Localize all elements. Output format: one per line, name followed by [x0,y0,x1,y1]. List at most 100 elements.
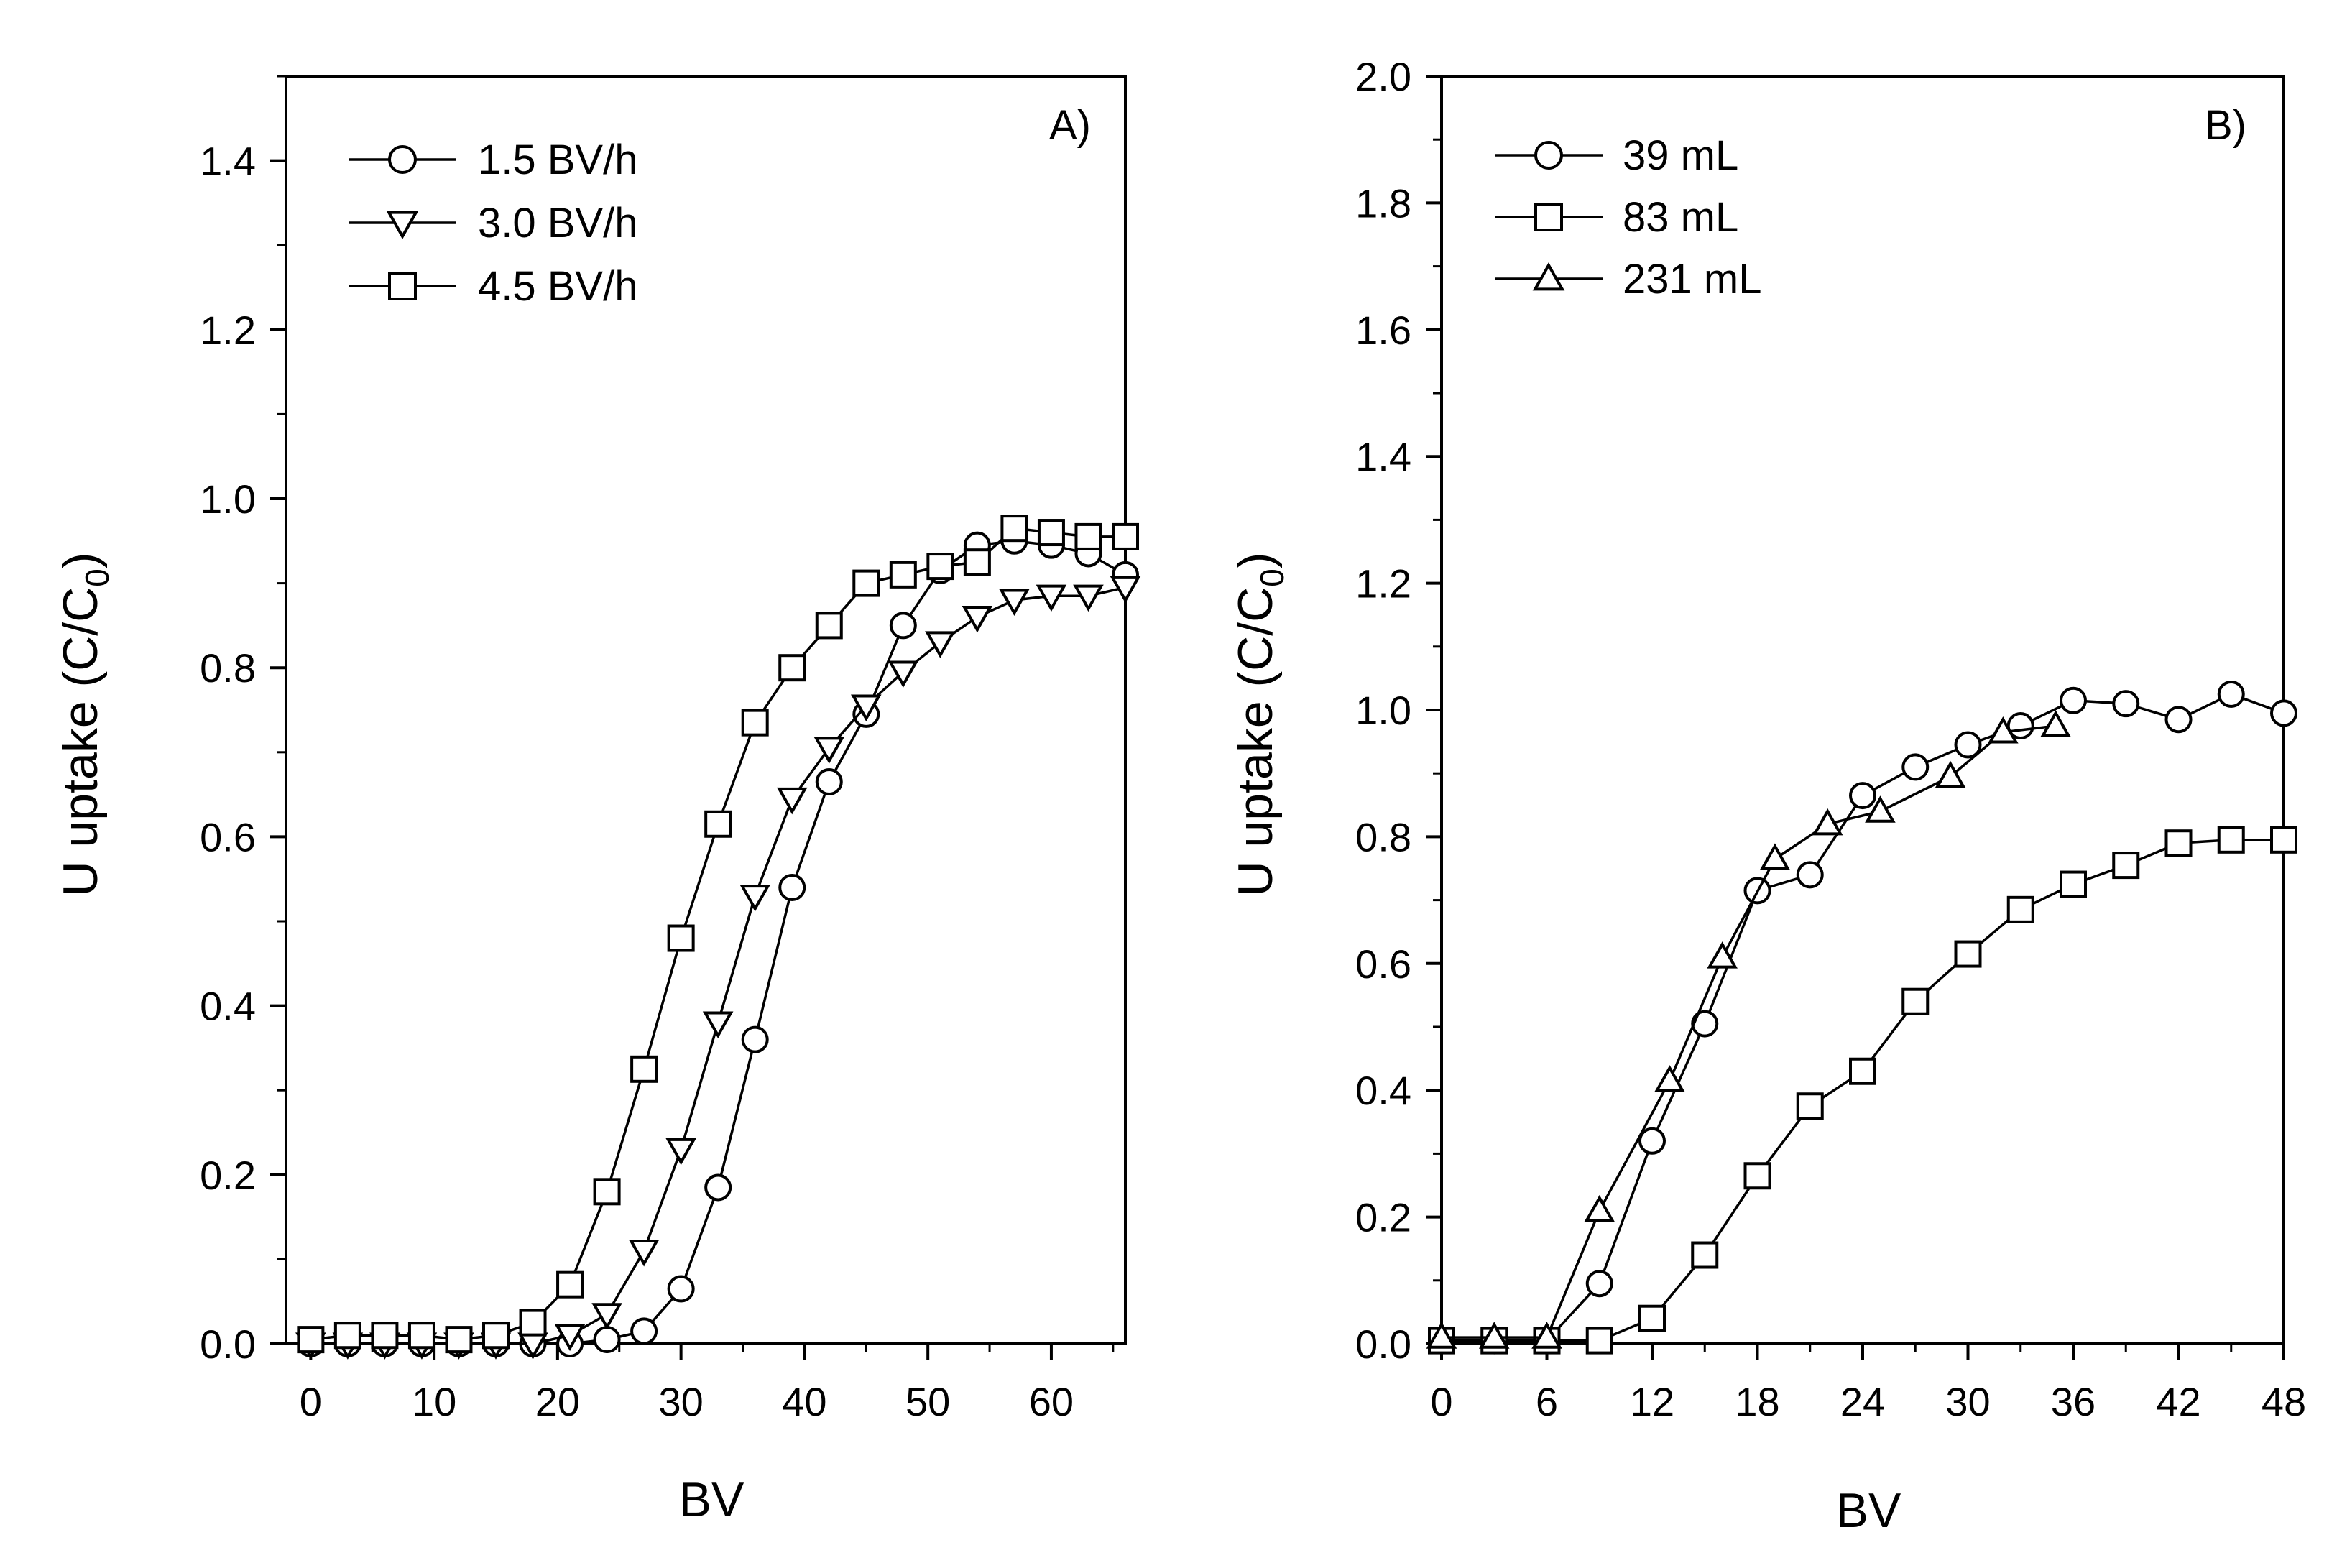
data-point [704,810,732,838]
legend-entry: 39 mL [1495,132,1738,179]
data-point [333,1322,361,1350]
legend-marker [1534,203,1563,231]
data-point [407,1322,435,1350]
data-point [1638,1127,1666,1155]
x-axis-title: BV [1836,1483,1901,1538]
data-point [1901,987,1930,1015]
data-point [482,1322,510,1350]
data-point [2270,826,2297,854]
y-tick-label: 1.8 [1355,180,1411,226]
x-tick-label: 50 [905,1379,950,1424]
data-point [1110,576,1141,604]
data-point [2060,686,2087,714]
data-point [2060,870,2087,898]
x-tick-label: 30 [658,1379,703,1424]
data-point [1691,1241,1719,1269]
x-tick-label: 20 [535,1379,580,1424]
x-tick-label: 12 [1630,1379,1674,1424]
data-point [1073,584,1104,612]
legend-label: 83 mL [1623,194,1738,241]
y-tick-label: 1.2 [1355,561,1411,607]
y-axis-title-subscript: 0 [1253,568,1291,587]
data-point [925,631,956,658]
y-tick-label: 1.0 [1355,688,1411,733]
legend-entry: 3.0 BV/h [349,200,637,246]
data-point [852,569,880,597]
data-point [2164,829,2193,857]
series-square-b [1428,826,2297,1355]
data-point [1707,941,1738,969]
data-point [667,1275,695,1303]
y-tick-label: 1.6 [1355,308,1411,353]
data-point [1037,519,1065,547]
data-point [1036,584,1067,612]
x-tick-label: 42 [2156,1379,2200,1424]
data-point [1426,1322,1457,1349]
data-point [630,1317,658,1345]
chart-panel-a: 0 10 20 30 40 50 60 0.0 0.2 0.4 0.6 0.8 1.0 1.2 1.4 BV U… [53,75,1141,1527]
legend-marker [388,272,417,300]
x-tick-label: 40 [782,1379,826,1424]
y-axis-title-main: U uptake (C/C [53,587,108,897]
x-tick-label: 6 [1536,1379,1558,1424]
data-point [815,767,843,795]
data-point [1849,1057,1876,1085]
data-point [2217,680,2245,708]
data-point [851,694,882,722]
data-point [593,1178,621,1206]
data-point [1743,1162,1771,1190]
legend-marker [388,145,417,174]
y-axis-title-close: ) [1228,552,1283,568]
data-point [813,737,845,764]
data-point [778,873,806,901]
x-tick-label: 18 [1735,1379,1779,1424]
series-square-a [297,515,1139,1354]
data-point [889,561,917,589]
data-point [739,885,770,912]
data-point [888,660,919,688]
y-axis-title: U uptake (C/C0) [1228,552,1291,896]
x-tick-label: 48 [2262,1379,2306,1424]
data-point [1796,861,1824,889]
y-tick-label: 0.6 [200,814,256,859]
data-point [2006,895,2034,923]
data-point [371,1322,399,1350]
data-point [1585,1327,1613,1355]
y-tick-label: 1.4 [1355,434,1411,479]
data-point [1988,716,2019,744]
legend-marker [386,211,419,239]
legend-label: 3.0 BV/h [478,200,637,246]
y-axis-title: U uptake (C/C0) [53,552,116,896]
data-point [1112,522,1139,550]
data-point [628,1240,660,1267]
data-point [1759,843,1791,870]
data-point [1478,1322,1510,1349]
data-point [776,787,808,815]
data-point [554,1324,586,1352]
data-point [999,589,1030,617]
data-point [815,612,843,640]
x-tick-label: 24 [1840,1379,1885,1424]
x-axis-title: BV [679,1472,744,1527]
data-point [1074,522,1102,550]
y-tick-label: 0.2 [1355,1195,1411,1240]
x-tick-label: 30 [1945,1379,1990,1424]
legend-label: 1.5 BV/h [478,137,637,183]
data-point [1654,1065,1685,1092]
x-tick-label: 0 [300,1379,322,1424]
data-point [704,1173,732,1202]
legend-entry: 231 mL [1495,256,1761,303]
data-point [2112,690,2140,718]
legend-entry: 4.5 BV/h [349,263,637,310]
data-point [556,1270,584,1299]
legend-label: 4.5 BV/h [478,263,637,310]
data-point [667,924,695,952]
y-axis-title-close: ) [53,552,108,568]
y-tick-label: 0.8 [1355,814,1411,859]
legend-marker [1532,262,1565,291]
legend-label: 231 mL [1623,256,1761,303]
data-point [741,1025,769,1053]
data-point [1812,808,1843,836]
plot-frame-a [285,75,1127,1345]
